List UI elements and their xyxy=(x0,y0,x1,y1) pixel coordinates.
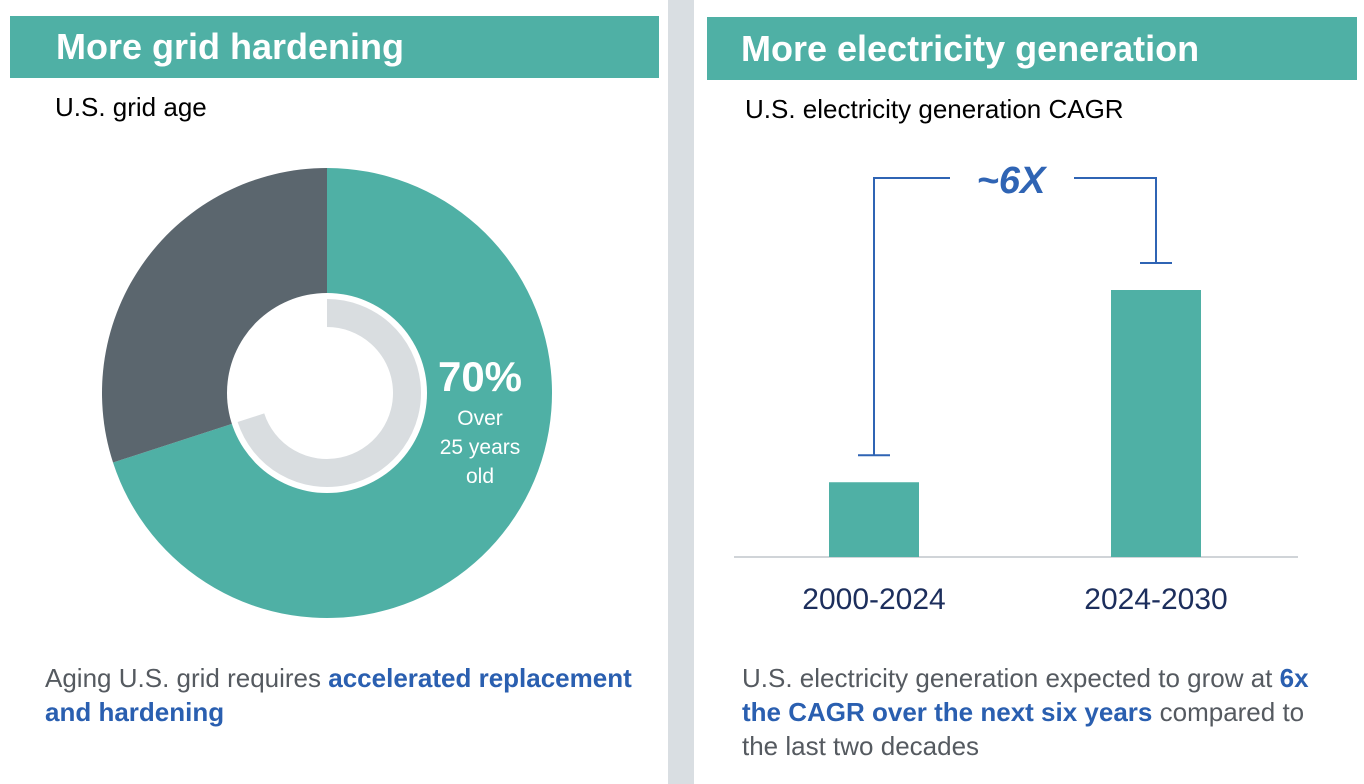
bar-2024-2030 xyxy=(1111,290,1201,557)
caption-text: U.S. electricity generation expected to … xyxy=(742,663,1280,693)
donut-label-line-2: 25 years xyxy=(440,436,521,459)
donut-label-line-3: old xyxy=(466,465,494,488)
panel-divider xyxy=(668,0,694,784)
donut-percent-label: 70% xyxy=(438,353,522,400)
grid-age-subtitle: U.S. grid age xyxy=(55,92,207,122)
bar-2000-2024 xyxy=(829,482,919,557)
inner-progress-ring xyxy=(237,299,421,487)
grid-hardening-banner: More grid hardening xyxy=(10,16,659,78)
grid-age-donut-chart: 70% Over 25 years old xyxy=(101,168,553,618)
caption-text: Aging U.S. grid requires xyxy=(45,663,329,693)
growth-multiple-label: ~6X xyxy=(977,160,1048,202)
generation-cagr-subtitle: U.S. electricity generation CAGR xyxy=(745,94,1124,124)
generation-caption: U.S. electricity generation expected to … xyxy=(742,661,1342,763)
bracket-segment-0 xyxy=(873,177,950,456)
category-label-2024-2030: 2024-2030 xyxy=(1084,583,1227,616)
growth-bracket xyxy=(858,177,1172,457)
generation-cagr-bar-chart: ~6X 2000-2024 2024-2030 xyxy=(734,160,1298,616)
caption-highlight: 6x the CAGR over the next six years xyxy=(742,663,1309,727)
category-label-2000-2024: 2000-2024 xyxy=(802,583,945,616)
bracket-segment-1 xyxy=(1074,177,1157,263)
caption-text-after: compared to the last two decades xyxy=(742,697,1305,761)
electricity-generation-banner: More electricity generation xyxy=(707,17,1357,80)
grid-hardening-caption: Aging U.S. grid requires accelerated rep… xyxy=(45,661,645,729)
donut-label-line-1: Over xyxy=(457,407,503,430)
caption-highlight: accelerated replacement and hardening xyxy=(45,663,632,727)
